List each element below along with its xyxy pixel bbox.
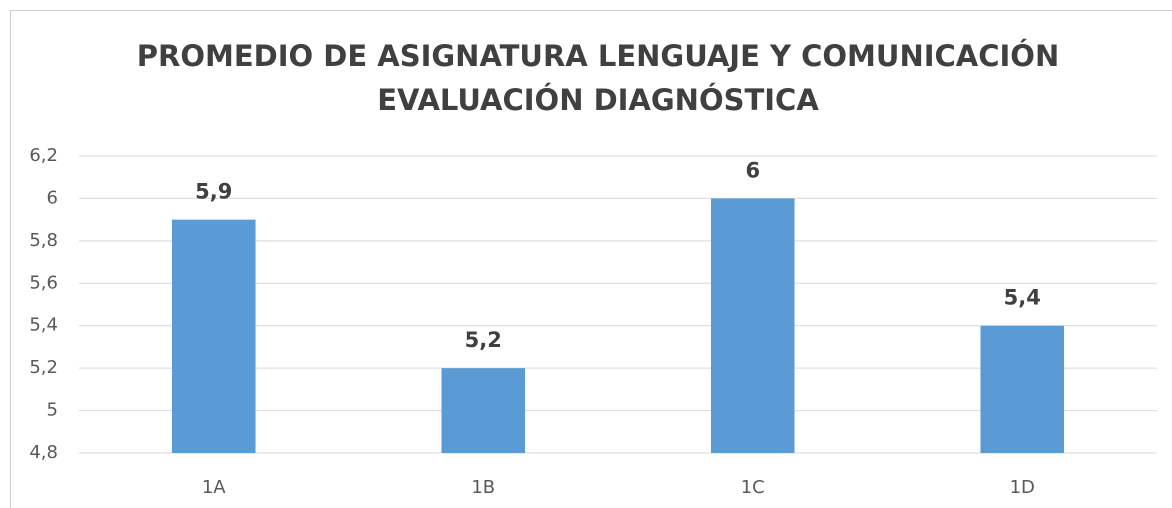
chart-title: EVALUACIÓN DIAGNÓSTICA [377,83,819,117]
x-tick-label: 1C [741,477,765,498]
bar [710,198,795,453]
y-tick-label: 5,6 [29,272,58,293]
data-label: 5,9 [195,180,232,204]
bar [980,325,1065,453]
y-tick-label: 6,2 [29,145,58,166]
y-tick-label: 5 [47,400,58,421]
y-tick-label: 4,8 [29,442,58,463]
data-label: 6 [745,158,760,182]
y-tick-label: 5,2 [29,357,58,378]
x-tick-label: 1D [1010,477,1035,498]
y-tick-label: 6 [47,187,58,208]
bar [441,368,526,453]
y-tick-label: 5,4 [29,315,58,336]
x-tick-label: 1A [202,477,226,498]
chart-title: PROMEDIO DE ASIGNATURA LENGUAJE Y COMUNI… [137,39,1059,73]
bar [171,219,256,453]
y-tick-label: 5,8 [29,230,58,251]
x-tick-label: 1B [471,477,495,498]
data-label: 5,4 [1004,286,1041,310]
data-label: 5,2 [465,328,502,352]
